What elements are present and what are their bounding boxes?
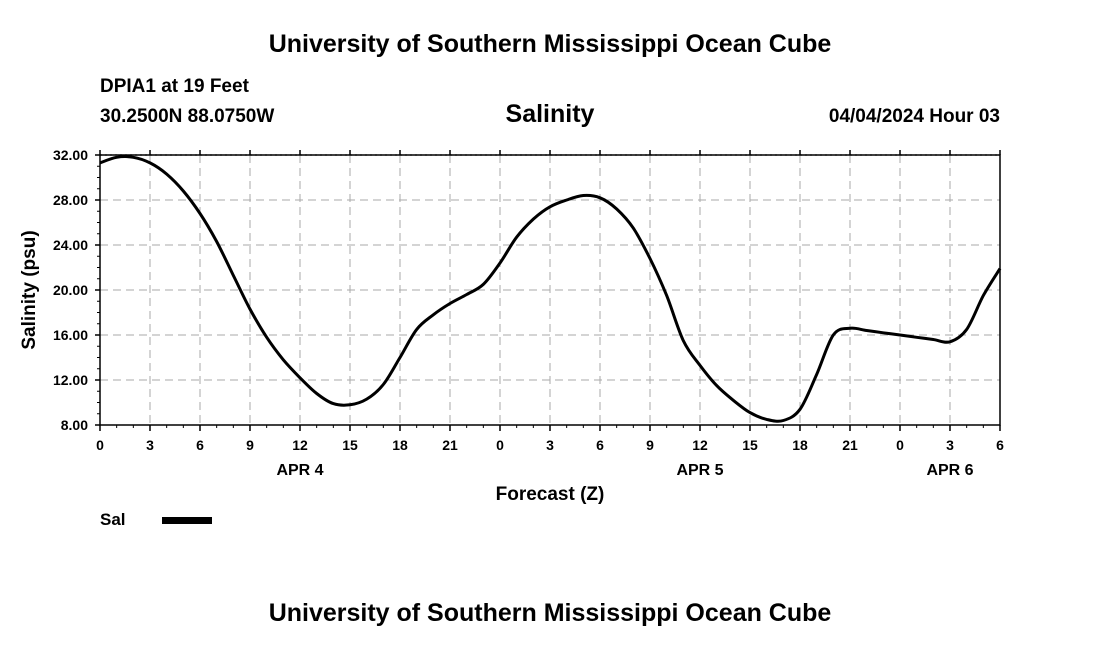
y-tick-label: 16.00 <box>53 327 88 343</box>
x-tick-label: 3 <box>946 437 954 453</box>
x-tick-label: 9 <box>646 437 654 453</box>
y-tick-label: 12.00 <box>53 372 88 388</box>
legend-label: Sal <box>100 510 126 529</box>
x-tick-label: 18 <box>392 437 408 453</box>
x-tick-label: 6 <box>196 437 204 453</box>
y-tick-label: 28.00 <box>53 192 88 208</box>
y-tick-label: 32.00 <box>53 147 88 163</box>
y-tick-labels: 8.00 12.00 16.00 20.00 24.00 28.00 32.00 <box>53 147 88 433</box>
series-layer <box>99 155 1002 423</box>
x-tick-label: 0 <box>96 437 104 453</box>
grid-lines <box>100 154 1000 425</box>
forecast-datetime: 04/04/2024 Hour 03 <box>828 106 1000 127</box>
day-label: APR 5 <box>676 462 723 479</box>
x-tick-label: 0 <box>496 437 504 453</box>
x-tick-label: 12 <box>292 437 308 453</box>
plot-frame <box>99 154 1001 426</box>
x-tick-label: 21 <box>842 437 858 453</box>
x-tick-label: 3 <box>546 437 554 453</box>
x-tick-label: 15 <box>342 437 358 453</box>
y-tick-label: 8.00 <box>61 417 88 433</box>
x-tick-label: 21 <box>442 437 458 453</box>
station-label: DPIA1 at 19 Feet <box>100 76 249 97</box>
x-tick-label: 12 <box>692 437 708 453</box>
chart-title: University of Southern Mississippi Ocean… <box>268 30 832 58</box>
coordinates-label: 30.2500N 88.0750W <box>100 106 275 127</box>
y-axis-label: Salinity (psu) <box>19 230 40 349</box>
variable-title: Salinity <box>505 100 595 128</box>
y-tick-label: 20.00 <box>53 282 88 298</box>
day-label: APR 6 <box>926 462 973 479</box>
legend-swatch <box>162 517 212 524</box>
x-tick-label: 15 <box>742 437 758 453</box>
x-tick-labels: 0 3 6 9 12 15 18 21 0 3 6 9 12 15 18 21 0 3 6 <box>96 437 1004 453</box>
x-tick-label: 6 <box>596 437 604 453</box>
footer-title: University of Southern Mississippi Ocean… <box>268 599 832 627</box>
x-tick-label: 9 <box>246 437 254 453</box>
x-tick-label: 0 <box>896 437 904 453</box>
day-labels: APR 4 APR 5 APR 6 <box>276 462 973 479</box>
x-tick-label: 6 <box>996 437 1004 453</box>
series-line-salinity <box>99 155 1002 423</box>
x-tick-label: 18 <box>792 437 808 453</box>
y-tick-label: 24.00 <box>53 237 88 253</box>
x-axis-label: Forecast (Z) <box>496 484 605 505</box>
x-tick-label: 3 <box>146 437 154 453</box>
day-label: APR 4 <box>276 462 323 479</box>
